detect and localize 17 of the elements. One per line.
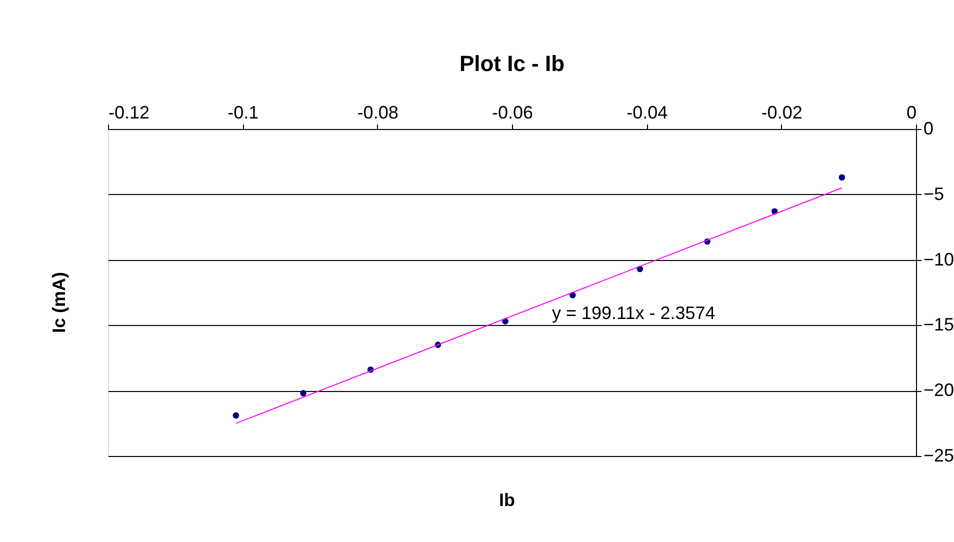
x-tick-label: -0.04: [626, 102, 668, 122]
y-axis-title: Ic (mA): [49, 272, 69, 334]
x-tick-label: -0.1: [228, 102, 259, 122]
x-tick-label: -0.02: [761, 102, 802, 122]
x-tick-label: 0: [906, 102, 916, 122]
x-axis-title: Ib: [499, 490, 515, 510]
x-tick-label: -0.06: [492, 102, 534, 122]
y-tick-label: 0: [924, 118, 934, 138]
chart-title: Plot Ic - Ib: [459, 51, 565, 76]
y-tick-label: −5: [924, 184, 944, 204]
y-tick-label: −15: [924, 314, 954, 335]
x-tick-label: -0.08: [357, 102, 398, 122]
annotation: y = 199.11x - 2.3574: [552, 303, 716, 323]
y-tick-label: −10: [924, 249, 954, 270]
y-tick-label: −25: [924, 446, 954, 466]
x-tick-label: -0.12: [108, 102, 150, 122]
y-tick-label: −20: [924, 380, 954, 400]
